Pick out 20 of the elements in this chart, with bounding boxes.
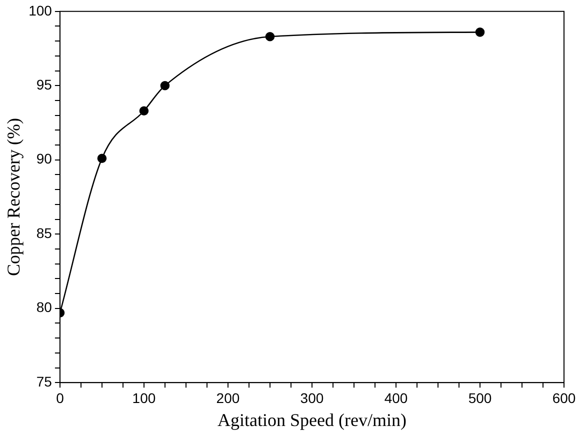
x-tick-label: 200 [216, 390, 240, 406]
x-tick-label: 500 [468, 390, 492, 406]
point [97, 154, 107, 164]
y-tick-label: 90 [36, 150, 52, 167]
x-axis-title: Agitation Speed (rev/min) [217, 410, 406, 430]
x-tick-label: 100 [132, 390, 156, 406]
y-tick-label: 85 [36, 224, 52, 241]
y-tick-label: 95 [36, 76, 52, 92]
point [475, 28, 485, 37]
point [265, 32, 275, 42]
x-tick-label: 600 [552, 390, 576, 406]
y-tick-label: 80 [36, 299, 52, 316]
x-tick-label: 400 [384, 390, 408, 406]
point [160, 80, 170, 90]
x-tick-label: 300 [300, 390, 324, 406]
x-tick-label: 0 [56, 390, 64, 406]
y-axis-title: Copper Recovery (%) [4, 118, 24, 276]
y-tick-label: 75 [36, 373, 52, 390]
y-tick-label: 100 [28, 2, 52, 18]
point [139, 106, 149, 116]
